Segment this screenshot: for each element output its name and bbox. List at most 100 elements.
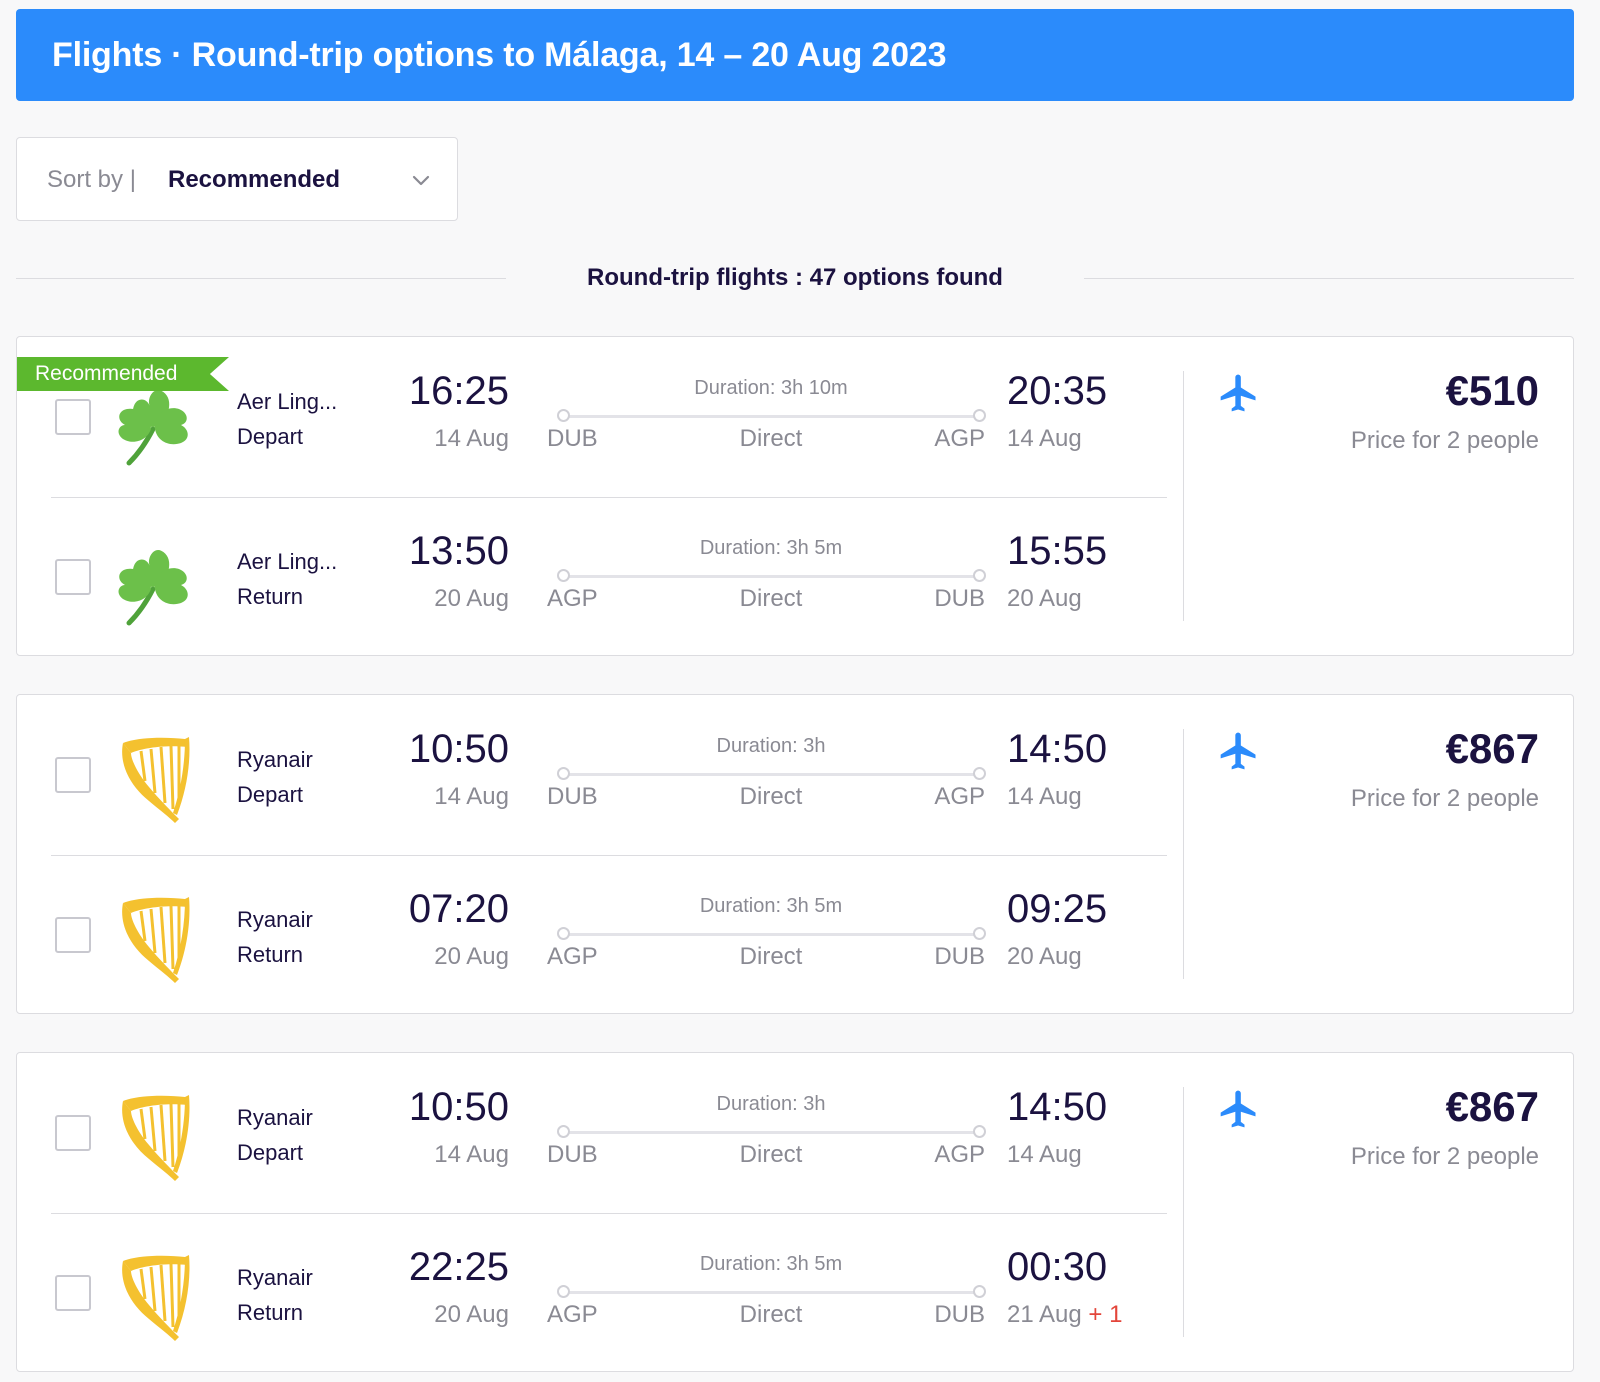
route-line xyxy=(563,1131,979,1134)
leg-select-checkbox[interactable] xyxy=(55,559,91,595)
flight-duration: Duration: 3h 5m xyxy=(699,895,843,917)
departure-time: 07:20 xyxy=(408,887,509,931)
flight-leg: Aer Ling... Depart 16:25 14 Aug Duration: 3h… xyxy=(17,337,1177,497)
divider xyxy=(1084,278,1574,279)
destination-dot xyxy=(973,1285,986,1298)
origin-dot xyxy=(557,767,570,780)
shamrock-icon xyxy=(109,375,197,467)
flight-option-card[interactable]: Ryanair Depart 10:50 14 Aug Duration: 3h DUB D… xyxy=(16,1052,1574,1372)
leg-divider xyxy=(51,855,1167,856)
flight-duration: Duration: 3h 5m xyxy=(699,537,843,559)
airplane-icon xyxy=(1217,1087,1261,1131)
flight-duration: Duration: 3h 5m xyxy=(699,1253,843,1275)
flight-duration: Duration: 3h 10m xyxy=(694,377,848,399)
arrival-time: 15:55 xyxy=(1007,529,1108,573)
destination-dot xyxy=(973,927,986,940)
destination-airport: DUB xyxy=(934,1301,985,1328)
leg-divider xyxy=(51,497,1167,498)
airline-info: Ryanair Depart xyxy=(237,1100,313,1170)
origin-airport: AGP xyxy=(547,943,598,970)
divider xyxy=(16,278,506,279)
arrival-date: 14 Aug xyxy=(1007,783,1082,810)
arrival-time: 09:25 xyxy=(1007,887,1108,931)
price-separator xyxy=(1183,371,1184,621)
departure-date: 20 Aug xyxy=(434,585,509,612)
leg-direction: Return xyxy=(237,942,304,967)
arrival-date-wrap: 14 Aug xyxy=(1007,425,1082,453)
flight-leg: Ryanair Depart 10:50 14 Aug Duration: 3h DUB D… xyxy=(17,695,1177,855)
airline-info: Aer Ling... Return xyxy=(237,544,337,614)
leg-select-checkbox[interactable] xyxy=(55,1275,91,1311)
flight-leg: Ryanair Depart 10:50 14 Aug Duration: 3h DUB D… xyxy=(17,1053,1177,1213)
destination-dot xyxy=(973,767,986,780)
arrival-date-wrap: 21 Aug + 1 xyxy=(1007,1301,1122,1329)
arrival-date-wrap: 14 Aug xyxy=(1007,783,1082,811)
leg-select-checkbox[interactable] xyxy=(55,757,91,793)
stops-info: Direct xyxy=(739,1141,803,1168)
airline-info: Ryanair Return xyxy=(237,902,313,972)
leg-select-checkbox[interactable] xyxy=(55,917,91,953)
origin-dot xyxy=(557,569,570,582)
leg-direction: Depart xyxy=(237,424,304,449)
destination-airport: AGP xyxy=(934,1141,985,1168)
arrival-time: 20:35 xyxy=(1007,369,1108,413)
arrival-time: 14:50 xyxy=(1007,727,1108,771)
airline-name: Aer Ling... xyxy=(237,389,338,414)
stops-info: Direct xyxy=(739,943,803,970)
leg-direction: Depart xyxy=(237,782,304,807)
price-note: Price for 2 people xyxy=(1350,1143,1539,1170)
sort-dropdown[interactable]: Sort by | Recommended xyxy=(16,137,458,221)
route-line xyxy=(563,933,979,936)
airline-info: Ryanair Return xyxy=(237,1260,313,1330)
flight-duration: Duration: 3h xyxy=(716,1093,826,1115)
arrival-time: 14:50 xyxy=(1007,1085,1108,1129)
arrival-date: 21 Aug xyxy=(1007,1301,1082,1328)
flight-option-card[interactable]: Aer Ling... Depart 16:25 14 Aug Duration: 3h… xyxy=(16,336,1574,656)
departure-date: 14 Aug xyxy=(434,783,509,810)
stops-info: Direct xyxy=(739,1301,803,1328)
origin-airport: AGP xyxy=(547,1301,598,1328)
arrival-date: 14 Aug xyxy=(1007,425,1082,452)
price-note: Price for 2 people xyxy=(1350,785,1539,812)
leg-direction: Return xyxy=(237,584,304,609)
flight-duration: Duration: 3h xyxy=(716,735,826,757)
price-note: Price for 2 people xyxy=(1350,427,1539,454)
airline-info: Ryanair Depart xyxy=(237,742,313,812)
destination-dot xyxy=(973,1125,986,1138)
flight-leg: Ryanair Return 07:20 20 Aug Duration: 3h 5m A… xyxy=(17,855,1177,1015)
destination-airport: AGP xyxy=(934,425,985,452)
harp-icon xyxy=(109,733,197,825)
airline-info: Aer Ling... Depart xyxy=(237,384,337,454)
sort-label: Sort by | xyxy=(47,166,136,193)
harp-icon xyxy=(109,1251,197,1343)
destination-dot xyxy=(973,409,986,422)
airline-name: Ryanair xyxy=(237,907,313,932)
stops-info: Direct xyxy=(739,783,803,810)
leg-divider xyxy=(51,1213,1167,1214)
arrival-date: 20 Aug xyxy=(1007,585,1082,612)
arrival-date-wrap: 20 Aug xyxy=(1007,585,1082,613)
leg-select-checkbox[interactable] xyxy=(55,1115,91,1151)
departure-time: 13:50 xyxy=(408,529,509,573)
page-header: Flights · Round-trip options to Málaga, … xyxy=(16,9,1574,101)
origin-airport: DUB xyxy=(547,425,598,452)
leg-direction: Depart xyxy=(237,1140,304,1165)
flight-option-card[interactable]: Ryanair Depart 10:50 14 Aug Duration: 3h DUB D… xyxy=(16,694,1574,1014)
page-title: Flights · Round-trip options to Málaga, … xyxy=(52,36,947,74)
leg-select-checkbox[interactable] xyxy=(55,399,91,435)
price: €510 xyxy=(1445,367,1539,414)
origin-airport: DUB xyxy=(547,1141,598,1168)
flight-leg: Aer Ling... Return 13:50 20 Aug Duration: 3h… xyxy=(17,497,1177,657)
route-line xyxy=(563,575,979,578)
arrival-time: 00:30 xyxy=(1007,1245,1108,1289)
leg-direction: Return xyxy=(237,1300,304,1325)
origin-airport: AGP xyxy=(547,585,598,612)
destination-airport: AGP xyxy=(934,783,985,810)
next-day-indicator: + 1 xyxy=(1088,1301,1123,1328)
flight-leg: Ryanair Return 22:25 20 Aug Duration: 3h 5m A… xyxy=(17,1213,1177,1373)
price: €867 xyxy=(1445,1083,1539,1130)
harp-icon xyxy=(109,893,197,985)
sort-value: Recommended xyxy=(168,166,341,193)
airline-name: Ryanair xyxy=(237,747,313,772)
results-count: Round-trip flights : 47 options found xyxy=(587,264,1003,291)
